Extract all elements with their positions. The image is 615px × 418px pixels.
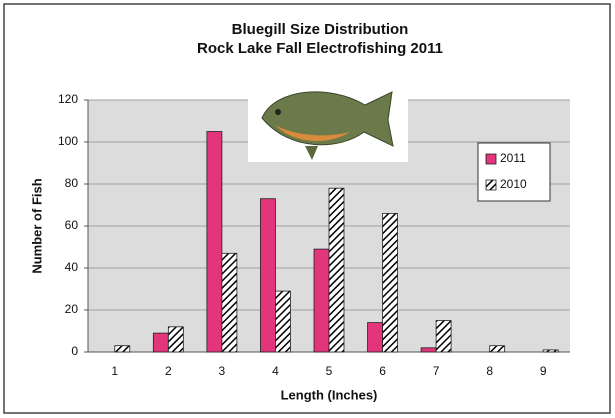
x-tick-label: 4 bbox=[272, 364, 279, 378]
chart-title: Bluegill Size Distribution bbox=[232, 21, 409, 38]
legend-swatch bbox=[486, 154, 496, 164]
x-tick-label: 2 bbox=[165, 364, 172, 378]
y-tick-label: 0 bbox=[71, 344, 78, 358]
legend-swatch bbox=[486, 180, 496, 190]
bar bbox=[543, 350, 558, 352]
x-tick-label: 1 bbox=[111, 364, 118, 378]
bar bbox=[168, 327, 183, 352]
x-axis-title: Length (Inches) bbox=[281, 387, 378, 402]
y-tick-label: 120 bbox=[58, 92, 78, 106]
legend-label: 2011 bbox=[500, 151, 526, 165]
y-tick-label: 40 bbox=[65, 260, 79, 274]
bar bbox=[115, 346, 130, 352]
bar bbox=[329, 188, 344, 352]
bar bbox=[207, 132, 222, 353]
x-tick-label: 5 bbox=[326, 364, 333, 378]
bar bbox=[383, 213, 398, 352]
x-tick-label: 3 bbox=[219, 364, 226, 378]
x-tick-label: 7 bbox=[433, 364, 440, 378]
x-tick-label: 8 bbox=[486, 364, 493, 378]
bar bbox=[314, 249, 329, 352]
bar bbox=[260, 199, 275, 352]
bar bbox=[436, 321, 451, 353]
y-tick-label: 60 bbox=[65, 218, 79, 232]
fish-picture bbox=[248, 78, 408, 162]
bar bbox=[222, 253, 237, 352]
bar bbox=[275, 291, 290, 352]
bar bbox=[421, 348, 436, 352]
legend-label: 2010 bbox=[500, 177, 527, 191]
chart: Bluegill Size Distribution Rock Lake Fal… bbox=[0, 0, 615, 418]
bar bbox=[490, 346, 505, 352]
y-tick-label: 100 bbox=[58, 134, 78, 148]
bar bbox=[153, 333, 168, 352]
x-tick-label: 6 bbox=[379, 364, 386, 378]
y-tick-label: 80 bbox=[65, 176, 79, 190]
x-tick-label: 9 bbox=[540, 364, 547, 378]
y-tick-label: 20 bbox=[65, 302, 79, 316]
y-axis-title: Number of Fish bbox=[29, 178, 44, 273]
bar bbox=[368, 323, 383, 352]
chart-subtitle: Rock Lake Fall Electrofishing 2011 bbox=[197, 40, 443, 57]
